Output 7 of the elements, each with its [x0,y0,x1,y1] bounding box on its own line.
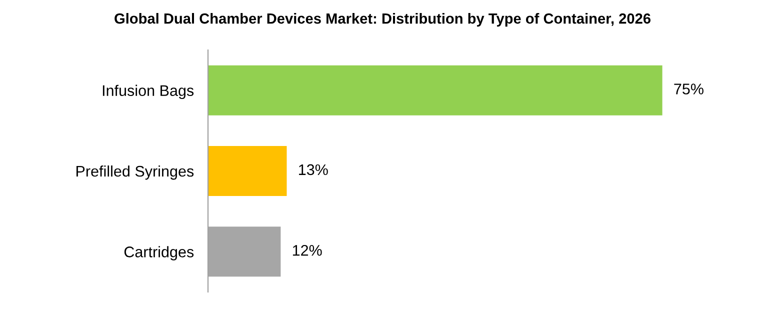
data-label: 13% [299,164,328,176]
y-tick-label: Prefilled Syringes [76,165,194,180]
chart-title: Global Dual Chamber Devices Market: Distribution by Type of Container, 2026 [114,13,650,27]
data-label: 75% [674,84,704,94]
y-tick-label: Infusion Bags [102,84,194,100]
data-label: 12% [292,244,322,256]
y-tick-label: Cartridges [124,246,194,260]
